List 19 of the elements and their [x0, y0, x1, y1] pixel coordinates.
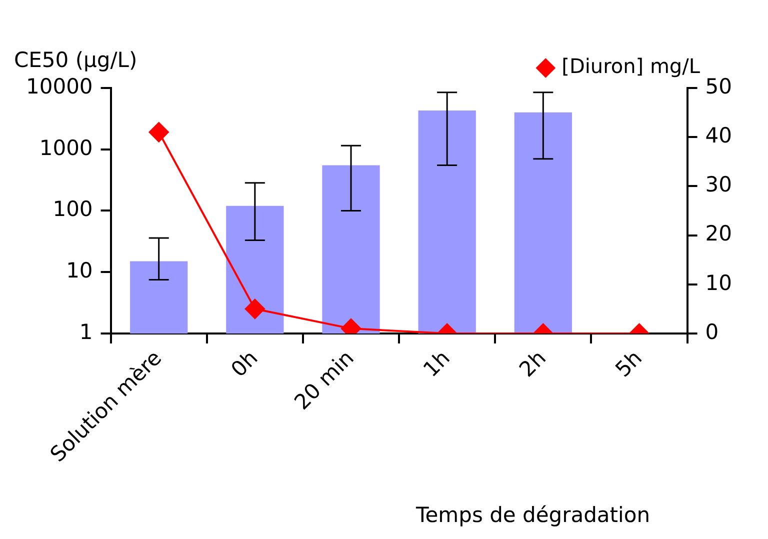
- x-tick-label: 0h: [226, 346, 262, 382]
- x-axis-title: Temps de dégradation: [416, 503, 650, 527]
- y2-tick-label: 20: [705, 222, 732, 246]
- x-tick-label: 2h: [514, 346, 551, 382]
- y-tick-label: 10: [66, 258, 93, 283]
- y2-tick-label: 50: [705, 74, 732, 98]
- y2-tick-label: 40: [705, 124, 732, 148]
- y-tick-label: 10000: [26, 74, 93, 98]
- legend-label: [Diuron] mg/L: [562, 54, 701, 78]
- y-axis-title: CE50 (µg/L): [14, 48, 138, 72]
- y-tick-label: 100: [52, 197, 93, 222]
- x-tick-label: 1h: [418, 346, 454, 382]
- x-tick-label: 5h: [610, 346, 647, 382]
- y2-tick-label: 0: [705, 320, 719, 344]
- y-tick-label: 1: [79, 320, 93, 344]
- y-tick-label: 1000: [39, 136, 93, 160]
- y2-tick-label: 30: [705, 172, 732, 197]
- y2-tick-label: 10: [705, 270, 732, 295]
- x-tick-label: 20 min: [290, 346, 358, 414]
